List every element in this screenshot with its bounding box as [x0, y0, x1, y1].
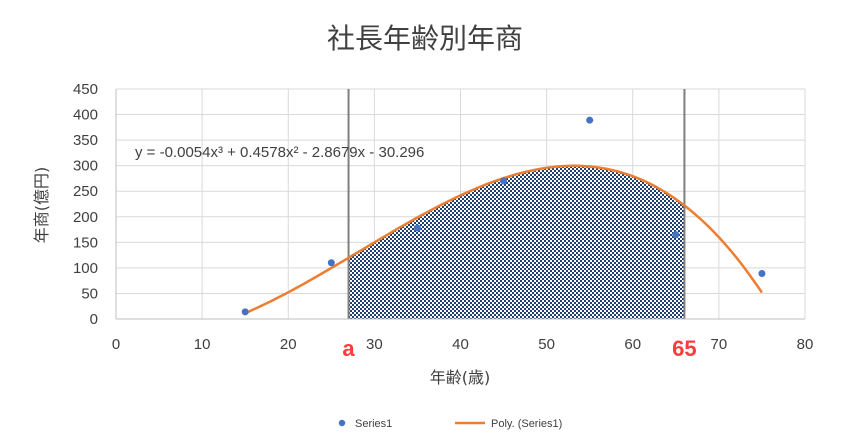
trendline-equation: y = -0.0054x³ + 0.4578x² - 2.8679x - 30.… — [135, 144, 424, 161]
marker-labels: a 65 — [342, 336, 696, 361]
y-tick-label: 100 — [73, 260, 98, 277]
data-point — [327, 259, 335, 267]
legend: Series1 Poly. (Series1) — [338, 418, 562, 430]
x-tick-label: 70 — [711, 336, 728, 353]
legend-series1-label: Series1 — [355, 418, 392, 430]
y-tick-label: 50 — [81, 285, 98, 302]
x-tick-label: 50 — [538, 336, 555, 353]
x-tick-label: 40 — [452, 336, 469, 353]
x-tick-label: 10 — [194, 336, 211, 353]
data-point — [758, 270, 766, 278]
legend-trend-label: Poly. (Series1) — [491, 418, 562, 430]
marker-label-1: 65 — [672, 336, 696, 361]
x-axis-title: 年齢(歳) — [430, 368, 491, 387]
y-tick-label: 400 — [73, 107, 98, 124]
data-point — [672, 231, 680, 239]
y-tick-label: 300 — [73, 158, 98, 175]
y-tick-label: 350 — [73, 132, 98, 149]
x-tick-label: 30 — [366, 336, 383, 353]
y-tick-label: 200 — [73, 209, 98, 226]
y-tick-label: 450 — [73, 81, 98, 98]
data-point — [241, 308, 249, 316]
x-tick-label: 20 — [280, 336, 297, 353]
legend-series1-marker — [338, 419, 346, 427]
x-tick-labels: 0 10 20 30 40 50 60 70 80 — [112, 336, 814, 353]
shaded-area — [348, 165, 685, 319]
axes — [115, 89, 805, 320]
y-axis-title: 年商(億円) — [32, 167, 51, 244]
x-tick-label: 0 — [112, 336, 120, 353]
y-tick-labels: 0 50 100 150 200 250 300 350 400 450 — [73, 81, 98, 328]
y-tick-label: 150 — [73, 234, 98, 251]
data-point — [500, 177, 508, 185]
y-tick-label: 0 — [90, 311, 98, 328]
chart-title: 社長年齢別年商 — [327, 22, 523, 55]
data-point — [586, 116, 594, 124]
data-point — [413, 224, 421, 232]
y-tick-label: 250 — [73, 183, 98, 200]
x-tick-label: 80 — [797, 336, 814, 353]
marker-label-0: a — [342, 336, 355, 361]
data-points — [241, 116, 766, 316]
x-tick-label: 60 — [624, 336, 641, 353]
